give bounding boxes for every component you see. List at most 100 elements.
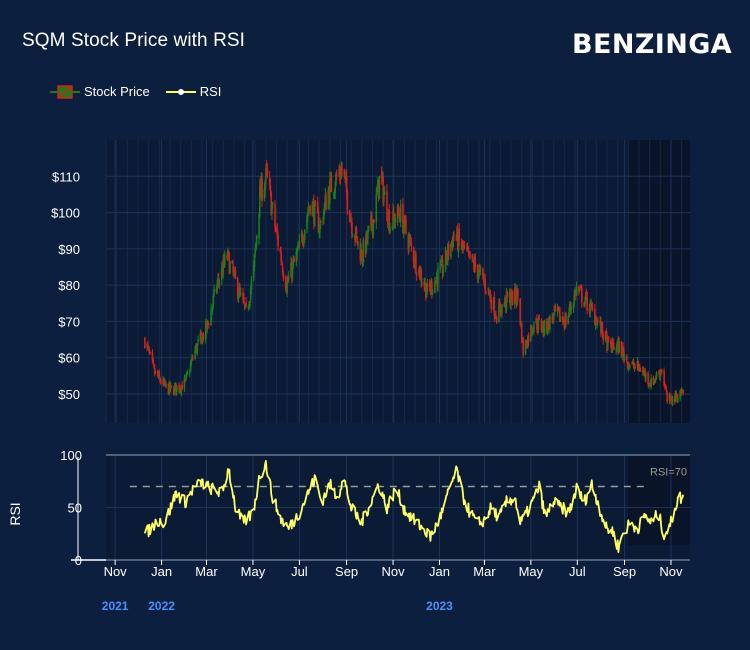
candle-body [378,176,381,200]
candle [458,223,461,247]
candle [671,395,674,407]
candle-body [500,312,502,315]
candle [330,171,333,193]
candle-body [210,308,212,326]
line-marker-icon [165,88,196,95]
candle [478,263,480,279]
candle-body [392,209,394,229]
candle-body [343,168,346,177]
x-tick-label: Nov [659,564,683,579]
candle-body [591,307,594,309]
candle-body [258,213,260,239]
candle [549,314,551,333]
candle-body [631,362,633,365]
candle-body [626,356,628,360]
candle [628,362,630,369]
candle-body [319,220,322,223]
candle-body [218,281,221,284]
candle-body [322,221,324,223]
candle-body [287,279,289,282]
candle [183,374,186,393]
candle-body [206,320,209,329]
candle-body [622,345,624,352]
candle-body [147,343,149,347]
candle-body [176,385,178,392]
candle-body [306,213,309,217]
candle-body [367,225,370,230]
x-tick-label: Jan [151,564,172,579]
candle [445,250,448,265]
candle-body [357,241,359,244]
candle-body [351,235,354,237]
candle-body [482,276,485,281]
candle [675,390,678,397]
candle-body [386,191,388,221]
candle-body [551,317,553,320]
candle-body [173,385,176,395]
candle [170,385,173,388]
candle-body [279,248,282,253]
legend-item-stock-price[interactable]: Stock Price [50,84,150,99]
candle-body [439,264,442,270]
candle-body [554,304,557,311]
candle [222,254,225,279]
chart-title: SQM Stock Price with RSI [22,30,246,51]
candle-body [383,194,385,202]
candle [223,250,226,269]
candle-body [275,228,278,230]
candle [519,297,522,327]
y-tick-label-price: $90 [58,242,80,257]
candle-body [666,392,668,402]
candle-body [442,269,445,274]
candle-body [338,169,341,177]
candle-body [452,235,455,248]
candle-body [462,240,464,249]
candle-body [606,337,609,350]
candle-body [616,343,618,349]
candle-body [303,229,306,240]
candle-body [447,243,450,257]
candle-body [674,390,677,402]
candle [581,285,583,308]
candle-body [455,238,458,240]
candle [356,235,359,246]
candle [408,231,410,254]
candle [190,358,193,368]
candle-body [372,220,375,235]
candle-body [681,389,684,392]
legend-item-rsi[interactable]: RSI [165,84,221,99]
candle-body [506,291,509,298]
candle [355,225,358,237]
candle [351,217,353,239]
candle-body [426,283,429,292]
candle-body [389,227,391,233]
candle-body [628,363,630,368]
candle [200,331,202,336]
candle-body [638,366,641,372]
candle-body [234,269,237,279]
candle-body [450,243,452,257]
legend-label-stock-price: Stock Price [84,84,150,99]
candle-body [485,290,487,292]
candle [362,237,365,267]
candle [663,367,665,387]
candle [554,303,557,313]
candle [431,278,433,299]
candle [591,302,594,312]
x-tick-label: Jul [291,564,308,579]
candle [575,281,578,297]
x-tick-label: Mar [195,564,218,579]
candle [378,176,381,200]
candle-body [178,384,180,391]
candle-body [495,317,498,323]
candle [398,206,400,219]
candle [231,259,234,265]
candle-body [293,257,295,263]
candle-body [434,281,436,293]
candle-body [154,371,157,374]
candle [197,335,199,346]
y-tick-label-price: $50 [58,387,80,402]
candle-body [437,268,439,286]
candle-body [594,308,596,325]
